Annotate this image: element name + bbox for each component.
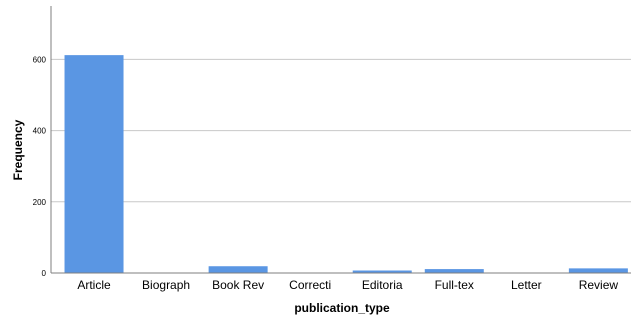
bar-full-tex	[424, 269, 484, 273]
y-tick-labels: 0 200 400 600	[33, 55, 47, 278]
y-tick-label-400: 400	[33, 127, 47, 136]
y-tick-label-0: 0	[42, 269, 47, 278]
bars	[64, 55, 628, 274]
bar-article	[64, 55, 124, 274]
x-axis-title: publication_type	[294, 301, 390, 315]
y-axis-title: Frequency	[11, 119, 25, 180]
y-tick-label-600: 600	[33, 55, 47, 64]
bar-book-rev	[208, 266, 268, 273]
x-tick-labels: Article Biograph Book Rev Correcti Editoria F…	[77, 278, 618, 292]
x-tick-label-correcti: Correcti	[289, 278, 331, 292]
x-tick-label-editoria: Editoria	[362, 278, 403, 292]
axes	[50, 6, 631, 274]
bar-editoria	[352, 270, 412, 273]
bar-review	[568, 268, 628, 273]
x-tick-label-full-tex: Full-tex	[435, 278, 474, 292]
x-tick-label-biograph: Biograph	[142, 278, 190, 292]
x-tick-label-review: Review	[579, 278, 619, 292]
gridlines	[51, 58, 631, 203]
y-tick-label-200: 200	[33, 198, 47, 207]
x-tick-label-book-rev: Book Rev	[212, 278, 264, 292]
x-tick-label-letter: Letter	[511, 278, 542, 292]
x-tick-label-article: Article	[77, 278, 111, 292]
